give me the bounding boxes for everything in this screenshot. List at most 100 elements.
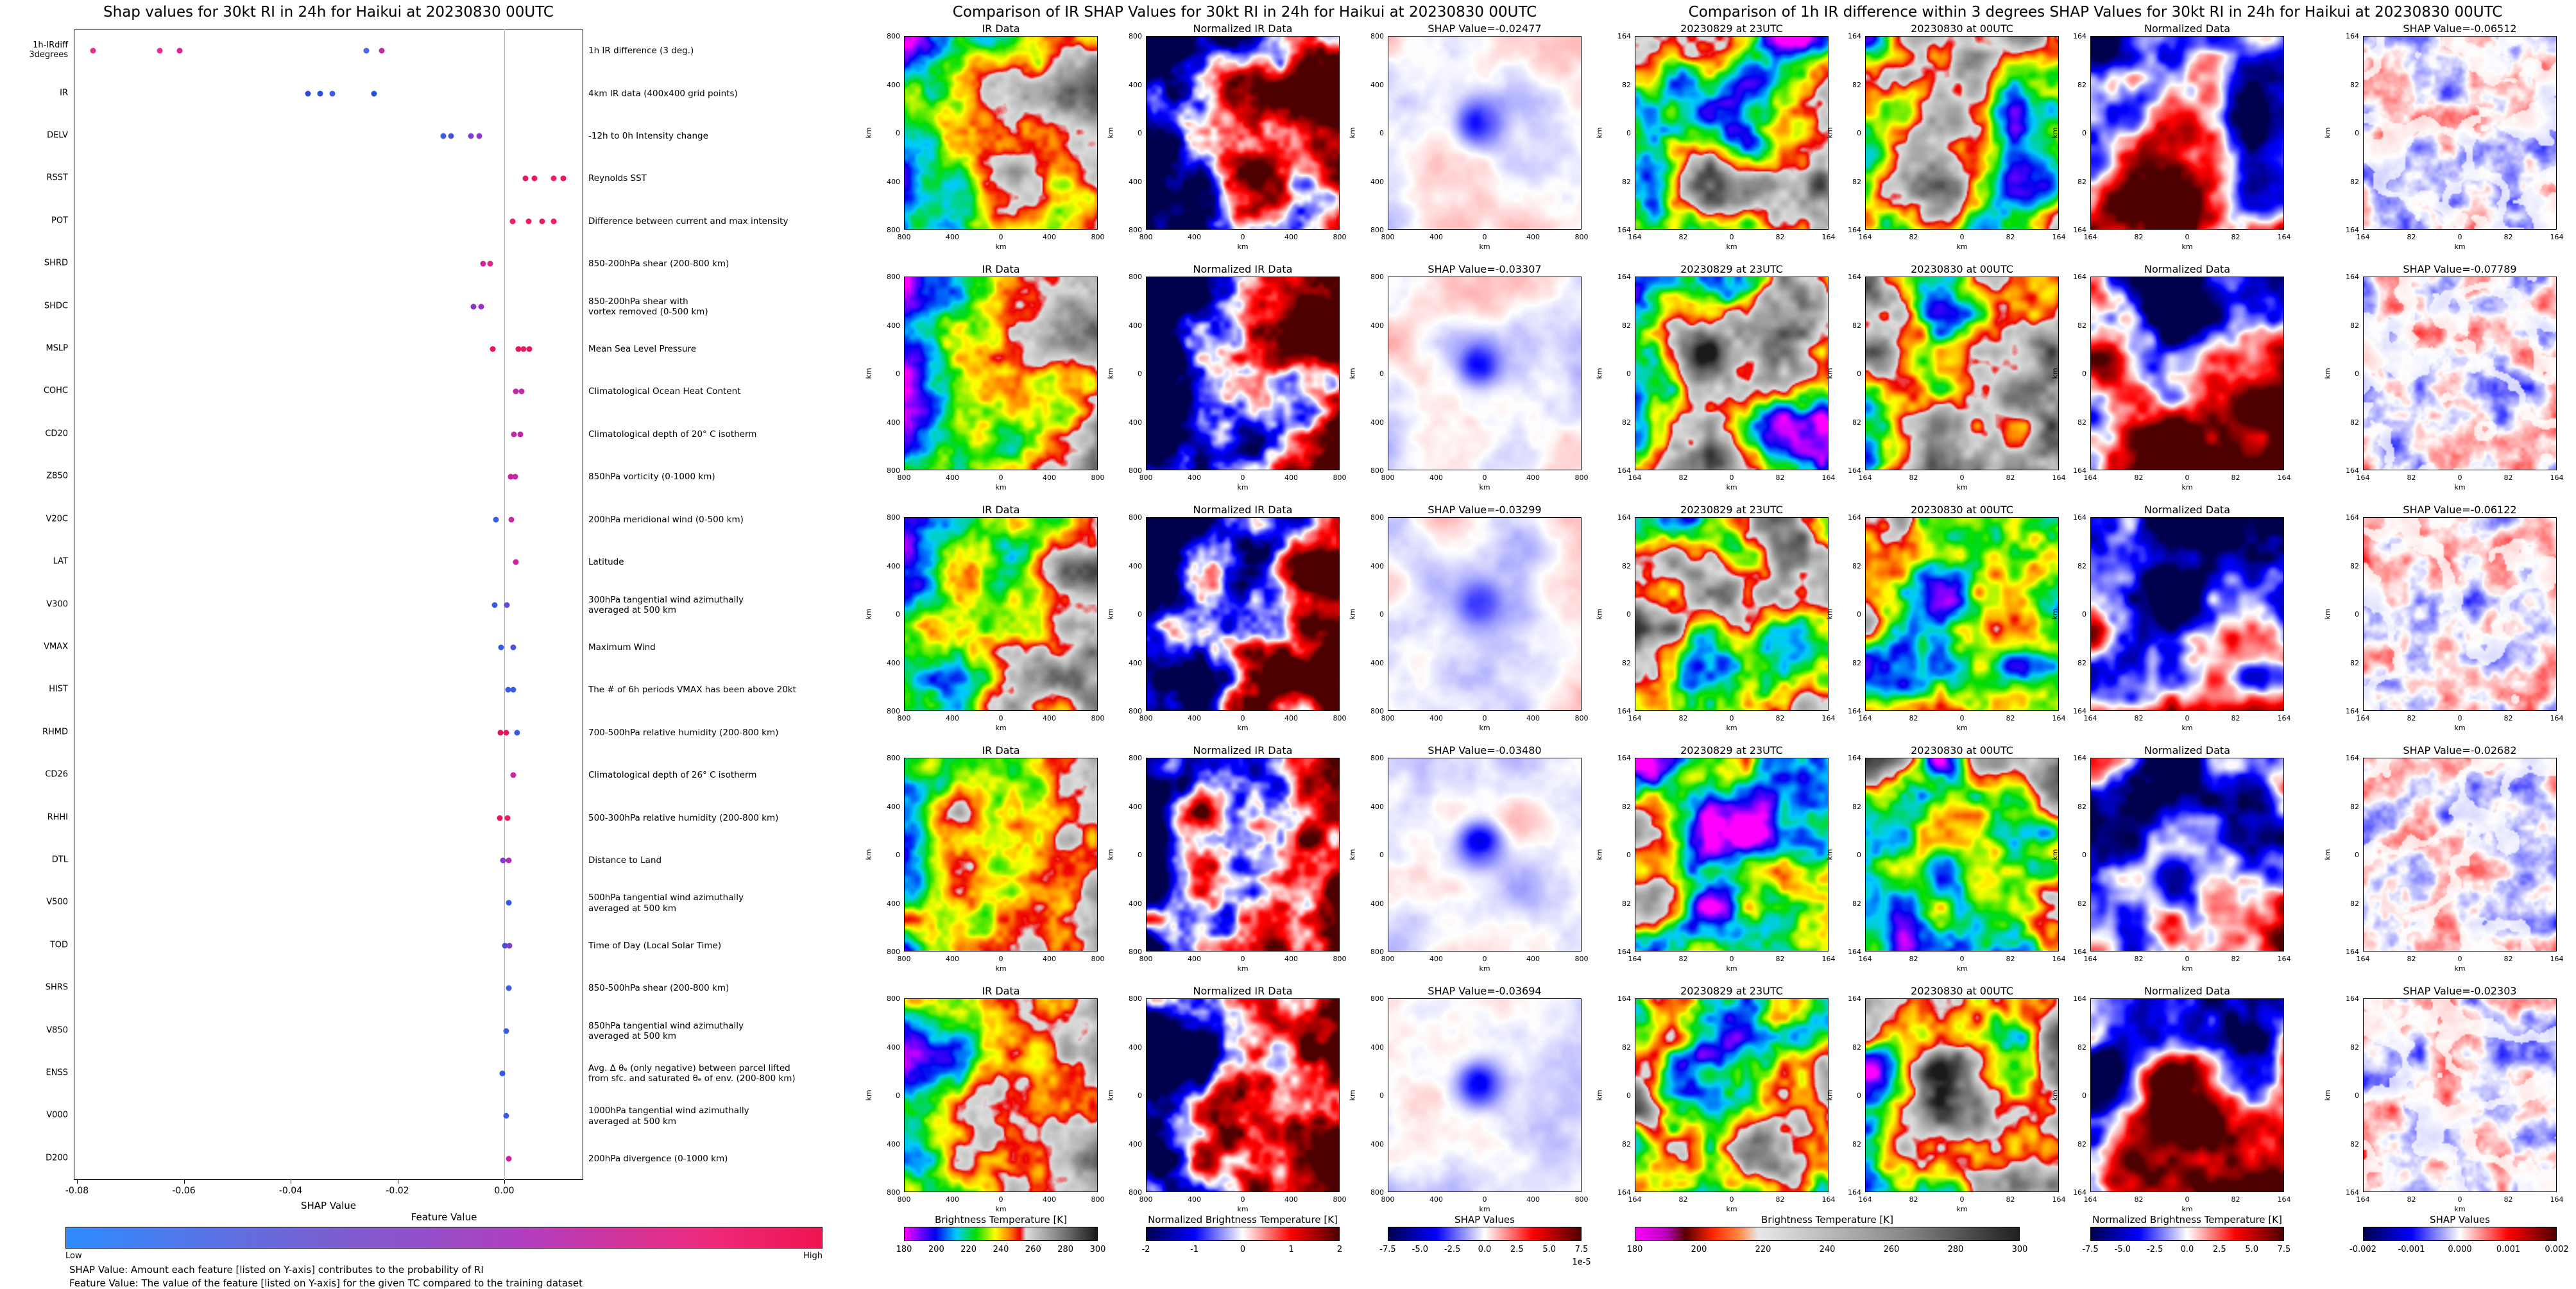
map-x-tick: 400 bbox=[1043, 714, 1056, 722]
map-x-tick: 164 bbox=[2083, 474, 2097, 482]
map-y-label: km bbox=[1348, 1089, 1357, 1101]
feature-row-label: 1h-IRdiff 3degrees bbox=[29, 40, 68, 60]
colorbar-tick: 0.002 bbox=[2545, 1245, 2569, 1254]
shap-point bbox=[526, 346, 533, 352]
map-x-tick: 800 bbox=[1333, 233, 1347, 241]
shap-point bbox=[480, 260, 486, 267]
map-x-tick: 164 bbox=[2277, 1195, 2291, 1204]
map-y-tick: 400 bbox=[887, 658, 900, 667]
map-y-tick: 82 bbox=[2350, 321, 2359, 330]
feature-description: 300hPa tangential wind azimuthally avera… bbox=[588, 594, 744, 615]
map-x-label: km bbox=[2181, 243, 2193, 251]
map-y-label: km bbox=[1106, 368, 1115, 379]
colorbar-tick: 280 bbox=[1947, 1245, 1964, 1254]
map-x-tick: 0 bbox=[1482, 233, 1487, 241]
map-y-tick: 400 bbox=[887, 561, 900, 570]
map-y-tick: 0 bbox=[2355, 370, 2359, 378]
map-x-label: km bbox=[2454, 243, 2466, 251]
map-y-label: km bbox=[1348, 127, 1357, 139]
map-title: Normalized IR Data bbox=[1193, 744, 1293, 756]
map-y-tick: 82 bbox=[1622, 321, 1631, 330]
map-x-tick: 400 bbox=[1429, 955, 1443, 963]
map-y-tick: 400 bbox=[1370, 80, 1384, 89]
colorbar-tick: 220 bbox=[960, 1245, 977, 1254]
colorbar-tick: 7.5 bbox=[1574, 1245, 1589, 1254]
shap-point bbox=[490, 346, 496, 352]
map-x-tick: 400 bbox=[1188, 233, 1201, 241]
map-y-label: km bbox=[2323, 127, 2332, 139]
map-y-tick: 82 bbox=[1622, 418, 1631, 427]
map-y-tick: 164 bbox=[2346, 513, 2359, 522]
map-y-label: km bbox=[1348, 849, 1357, 860]
colorbar bbox=[2363, 1227, 2557, 1241]
map-x-tick: 0 bbox=[1240, 714, 1245, 722]
colorbar-tick: 200 bbox=[928, 1245, 944, 1254]
map-canvas bbox=[1865, 998, 2059, 1192]
map-x-tick: 164 bbox=[1858, 233, 1872, 241]
map-y-tick: 0 bbox=[896, 370, 900, 378]
map-y-tick: 82 bbox=[2077, 1140, 2086, 1148]
feature-description: The # of 6h periods VMAX has been above … bbox=[588, 685, 796, 696]
shap-point bbox=[329, 90, 336, 97]
map-canvas bbox=[1865, 36, 2059, 230]
map-x-tick: 0 bbox=[998, 1195, 1003, 1204]
map-y-tick: 800 bbox=[1370, 226, 1384, 234]
map-x-tick: 0 bbox=[1482, 474, 1487, 482]
map-y-label: km bbox=[1106, 1089, 1115, 1101]
map-y-label: km bbox=[1348, 368, 1357, 379]
feature-description: Mean Sea Level Pressure bbox=[588, 343, 697, 354]
map-canvas bbox=[2363, 277, 2557, 470]
colorbar-tick: 300 bbox=[2011, 1245, 2028, 1254]
shap-point bbox=[305, 90, 311, 97]
shap-point bbox=[448, 133, 454, 139]
map-canvas bbox=[904, 998, 1098, 1192]
map-y-tick: 164 bbox=[2073, 273, 2086, 281]
feature-row-label: SHRS bbox=[45, 982, 68, 993]
shap-point bbox=[478, 303, 484, 310]
map-x-tick: 164 bbox=[2356, 474, 2370, 482]
map-x-tick: 0 bbox=[1729, 474, 1734, 482]
map-y-tick: 82 bbox=[1622, 658, 1631, 667]
map-x-tick: 82 bbox=[2006, 474, 2015, 482]
map-x-tick: 164 bbox=[1821, 714, 1836, 722]
map-x-tick: 164 bbox=[2052, 955, 2066, 963]
map-y-tick: 164 bbox=[1848, 226, 1861, 234]
map-y-label: km bbox=[2051, 368, 2060, 379]
map-canvas bbox=[1388, 517, 1582, 711]
map-x-tick: 800 bbox=[897, 955, 911, 963]
map-x-tick: 164 bbox=[1821, 1195, 1836, 1204]
map-y-tick: 0 bbox=[1626, 129, 1631, 137]
map-y-label: km bbox=[1595, 608, 1604, 620]
map-x-tick: 164 bbox=[1821, 233, 1836, 241]
map-x-tick: 800 bbox=[897, 233, 911, 241]
shap-point bbox=[491, 602, 498, 608]
map-y-tick: 82 bbox=[1622, 899, 1631, 908]
map-y-tick: 164 bbox=[1617, 994, 1631, 1003]
map-title: 20230829 at 23UTC bbox=[1680, 22, 1783, 35]
map-y-tick: 400 bbox=[1129, 1140, 1142, 1148]
map-x-tick: 800 bbox=[1139, 955, 1153, 963]
feature-description: 850-200hPa shear with vortex removed (0-… bbox=[588, 296, 708, 317]
map-x-tick: 82 bbox=[1909, 1195, 1918, 1204]
map-x-tick: 164 bbox=[1628, 955, 1642, 963]
feature-description: 200hPa meridional wind (0-500 km) bbox=[588, 514, 744, 525]
map-y-tick: 0 bbox=[1138, 1091, 1142, 1100]
map-x-label: km bbox=[1726, 483, 1737, 491]
map-y-tick: 82 bbox=[1852, 80, 1861, 89]
map-y-tick: 800 bbox=[1129, 226, 1142, 234]
shap-point bbox=[476, 133, 482, 139]
map-x-label: km bbox=[1726, 964, 1737, 973]
feature-row-label: HIST bbox=[49, 684, 68, 694]
map-x-tick: 800 bbox=[897, 474, 911, 482]
colorbar-tick: 180 bbox=[1626, 1245, 1643, 1254]
x-tick-label: -0.02 bbox=[386, 1186, 409, 1196]
map-title: Normalized IR Data bbox=[1193, 504, 1293, 516]
map-x-tick: 82 bbox=[2503, 474, 2513, 482]
map-x-tick: 400 bbox=[1043, 474, 1056, 482]
feature-value-colorbar bbox=[65, 1227, 823, 1249]
map-x-label: km bbox=[2454, 724, 2466, 732]
colorbar-title: SHAP Values bbox=[2430, 1214, 2490, 1225]
map-y-tick: 800 bbox=[887, 466, 900, 475]
map-y-tick: 82 bbox=[1622, 1043, 1631, 1052]
map-x-tick: 0 bbox=[1482, 714, 1487, 722]
